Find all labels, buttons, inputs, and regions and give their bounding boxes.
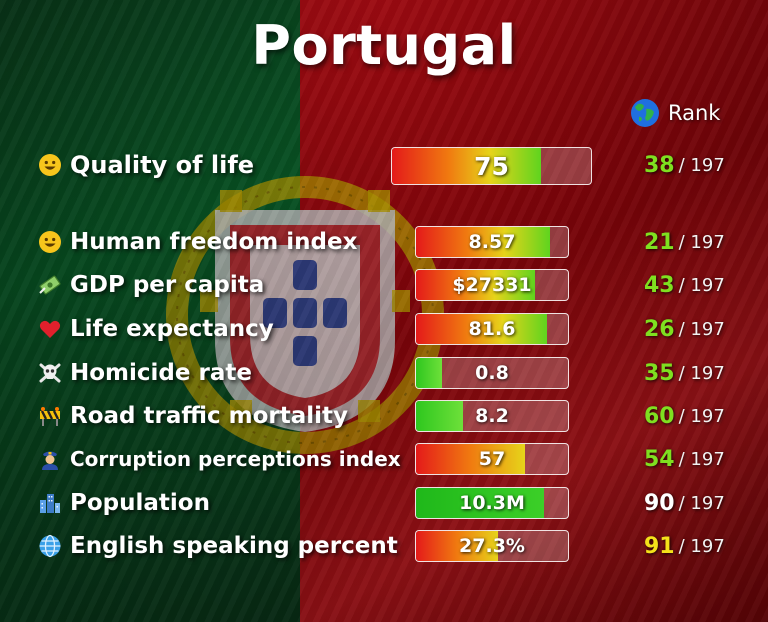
indicator-label-text: Road traffic mortality [70,403,349,429]
rank-total: / 197 [678,492,725,514]
indicator-label-text: Quality of life [70,151,255,179]
indicator-row-gdp-per-capita: GDP per capita $27331 43/ 197 [0,269,768,301]
smiley-icon [38,153,62,177]
indicator-value: 27.3% [459,535,525,557]
rank-total: / 197 [678,154,725,176]
indicator-bar-fill [416,227,550,257]
rank-total: / 197 [678,274,725,296]
indicator-row-corruption-perceptions-index: Corruption perceptions index 57 54/ 197 [0,443,768,475]
rank-number: 43 [644,272,675,298]
indicator-value: 0.8 [475,362,509,384]
indicator-bar-human-freedom-index: 8.57 [415,226,569,258]
indicator-rank-gdp-per-capita: 43/ 197 [644,269,725,301]
indicator-label-homicide-rate: Homicide rate [38,357,252,389]
indicator-row-population: Population 10.3M 90/ 197 [0,487,768,519]
indicator-bar-fill [416,531,499,561]
indicator-rank-homicide-rate: 35/ 197 [644,357,725,389]
indicator-label-human-freedom-index: Human freedom index [38,226,357,258]
rank-number: 38 [644,152,675,178]
rank-number: 91 [644,533,675,559]
indicator-bar-quality-of-life: 75 [391,147,592,185]
rank-total: / 197 [678,362,725,384]
indicator-value: 57 [478,448,506,470]
indicator-rank-human-freedom-index: 21/ 197 [644,226,725,258]
indicator-label-text: Population [70,490,210,516]
indicator-bar-gdp-per-capita: $27331 [415,269,569,301]
indicator-bar-homicide-rate: 0.8 [415,357,569,389]
indicator-bar-life-expectancy: 81.6 [415,313,569,345]
rank-number: 54 [644,446,675,472]
indicator-label-text: English speaking percent [70,533,398,559]
rank-header: Rank [630,98,720,128]
rank-number: 35 [644,360,675,386]
indicator-bar-fill [416,488,544,518]
indicator-bar-corruption-perceptions-index: 57 [415,443,569,475]
globe-grid-icon [38,534,62,558]
indicator-value: 81.6 [468,318,516,340]
indicator-row-quality-of-life: Quality of life 75 38/ 197 [0,147,768,185]
indicator-rank-corruption-perceptions-index: 54/ 197 [644,443,725,475]
indicator-row-human-freedom-index: Human freedom index 8.57 21/ 197 [0,226,768,258]
roadblock-icon [38,404,62,428]
rank-total: / 197 [678,535,725,557]
indicator-label-text: Homicide rate [70,360,252,386]
indicator-label-road-traffic-mortality: Road traffic mortality [38,400,348,432]
indicator-row-road-traffic-mortality: Road traffic mortality 8.2 60/ 197 [0,400,768,432]
indicator-bar-fill [416,401,464,431]
rank-number: 21 [644,229,675,255]
indicator-bar-population: 10.3M [415,487,569,519]
indicator-label-population: Population [38,487,210,519]
indicator-rank-quality-of-life: 38/ 197 [644,149,725,181]
indicator-row-english-speaking-percent: English speaking percent 27.3% 91/ 197 [0,530,768,562]
page-title: Portugal [251,14,517,77]
indicator-row-homicide-rate: Homicide rate 0.8 35/ 197 [0,357,768,389]
rank-total: / 197 [678,448,725,470]
indicator-bar-fill [416,314,547,344]
indicator-label-gdp-per-capita: GDP per capita [38,269,264,301]
indicator-rank-population: 90/ 197 [644,487,725,519]
indicator-label-text: Corruption perceptions index [70,447,401,471]
indicator-label-english-speaking-percent: English speaking percent [38,530,398,562]
indicator-rank-life-expectancy: 26/ 197 [644,313,725,345]
indicator-bar-fill [416,444,526,474]
indicator-label-life-expectancy: Life expectancy [38,313,274,345]
indicator-label-quality-of-life: Quality of life [38,149,254,181]
skull-icon [38,361,62,385]
money-icon [38,273,62,297]
indicator-bar-fill [416,358,442,388]
rank-total: / 197 [678,231,725,253]
indicator-rank-road-traffic-mortality: 60/ 197 [644,400,725,432]
indicator-value: $27331 [452,274,532,296]
indicator-bar-english-speaking-percent: 27.3% [415,530,569,562]
flag-emblem-icon [166,176,444,454]
indicator-label-text: Human freedom index [70,229,358,255]
rank-total: / 197 [678,405,725,427]
rank-header-label: Rank [668,101,721,125]
indicator-bar-road-traffic-mortality: 8.2 [415,400,569,432]
indicator-label-text: GDP per capita [70,272,265,298]
rank-total: / 197 [678,318,725,340]
indicator-value: 8.2 [475,405,509,427]
indicator-label-text: Life expectancy [70,316,274,342]
rank-number: 90 [644,490,675,516]
police-icon [38,447,62,471]
smiley-icon [38,230,62,254]
indicator-value: 75 [474,151,509,181]
indicator-value: 10.3M [459,492,525,514]
indicator-value: 8.57 [468,231,516,253]
indicator-label-corruption-perceptions-index: Corruption perceptions index [38,443,401,475]
rank-number: 60 [644,403,675,429]
indicator-bar-fill [416,270,535,300]
indicator-row-life-expectancy: Life expectancy 81.6 26/ 197 [0,313,768,345]
rank-number: 26 [644,316,675,342]
city-icon [38,491,62,515]
indicator-rank-english-speaking-percent: 91/ 197 [644,530,725,562]
globe-icon [631,99,659,127]
heart-icon [38,317,62,341]
indicator-bar-fill [392,148,542,184]
